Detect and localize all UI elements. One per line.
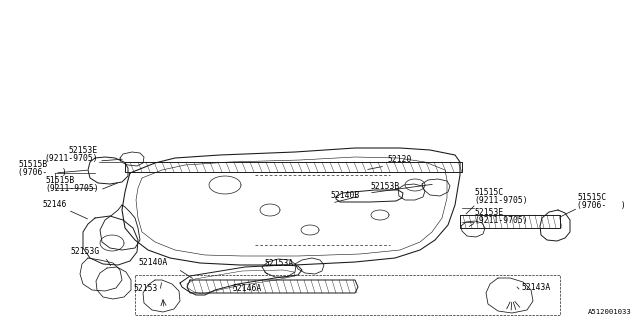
Text: 52153: 52153 <box>134 284 158 293</box>
Text: A512001033: A512001033 <box>588 309 632 315</box>
Text: 52153A: 52153A <box>264 259 293 268</box>
Text: 52153G: 52153G <box>70 247 99 256</box>
Text: 52120: 52120 <box>387 155 412 164</box>
Text: 51515C: 51515C <box>577 193 606 202</box>
Text: 52153E: 52153E <box>474 208 503 217</box>
Text: (9211-9705): (9211-9705) <box>45 184 99 193</box>
Text: 52153E: 52153E <box>68 146 98 155</box>
Text: (9211-9705): (9211-9705) <box>44 154 98 163</box>
Text: 52143A: 52143A <box>521 283 550 292</box>
Text: 52140B: 52140B <box>330 191 359 200</box>
Text: (9706-   ): (9706- ) <box>18 168 67 177</box>
Text: (9211-9705): (9211-9705) <box>474 216 527 225</box>
Text: 51515B: 51515B <box>18 160 47 169</box>
Text: 52146A: 52146A <box>232 284 261 293</box>
Text: (9706-   ): (9706- ) <box>577 201 626 210</box>
Text: 51515C: 51515C <box>474 188 503 197</box>
Text: (9211-9705): (9211-9705) <box>474 196 527 205</box>
Text: 52140A: 52140A <box>139 258 168 267</box>
Text: 52146: 52146 <box>43 200 67 209</box>
Text: 51515B: 51515B <box>45 176 74 185</box>
Text: 52153B: 52153B <box>370 182 399 191</box>
